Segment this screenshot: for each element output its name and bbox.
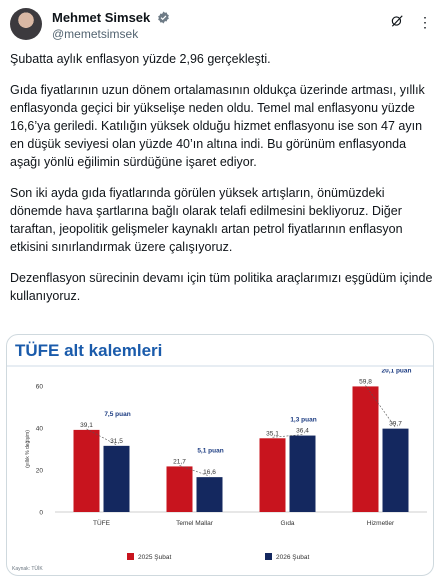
y-tick-label: 0 bbox=[39, 510, 43, 517]
tweet-paragraph: Son iki ayda gıda fiyatlarında görülen y… bbox=[10, 186, 403, 254]
change-annotation: 1,3 puan bbox=[290, 417, 316, 424]
x-tick-label: Gıda bbox=[280, 520, 294, 527]
y-tick-label: 40 bbox=[36, 426, 44, 433]
data-label: 31,5 bbox=[110, 438, 123, 445]
change-arrow bbox=[179, 465, 210, 477]
title-divider bbox=[7, 365, 433, 367]
change-arrow bbox=[365, 385, 396, 428]
more-options-icon[interactable]: ⋮ bbox=[418, 14, 432, 30]
source-note: Kaynak: TÜİK bbox=[12, 566, 43, 572]
change-arrow bbox=[272, 434, 303, 438]
verified-badge-icon bbox=[158, 11, 169, 24]
grok-icon[interactable] bbox=[390, 14, 404, 30]
change-annotation: 5,1 puan bbox=[197, 447, 223, 454]
bar-2025 bbox=[352, 386, 379, 512]
y-axis-label: (yıllık % değişim) bbox=[25, 430, 31, 468]
tweet-paragraph: Şubatta aylık enflasyon yüzde 2,96 gerçe… bbox=[10, 52, 271, 66]
bar-2026 bbox=[196, 477, 223, 512]
bar-2025 bbox=[73, 429, 100, 512]
tweet-paragraph: Gıda fiyatlarının uzun dönem ortalamasın… bbox=[10, 83, 425, 169]
change-arrow bbox=[86, 428, 117, 446]
bar-2026 bbox=[382, 428, 409, 512]
legend-label: 2025 Şubat bbox=[138, 554, 171, 561]
x-tick-label: Temel Mallar bbox=[176, 520, 214, 527]
bar-chart: 0 20 40 60 (yıllık % değişim) 39,1 31,5 TÜFE 7,5… bbox=[25, 369, 427, 561]
avatar[interactable] bbox=[10, 8, 42, 40]
author-name-text[interactable]: Mehmet Simsek bbox=[52, 10, 151, 25]
bar-2025 bbox=[166, 466, 193, 512]
tweet-image-card[interactable]: TÜFE alt kalemleri 0 20 40 60 (yıllık % deği… bbox=[6, 334, 434, 576]
bar-2026 bbox=[289, 435, 316, 512]
x-tick-label: TÜFE bbox=[93, 519, 111, 527]
data-label: 16,6 bbox=[203, 469, 216, 476]
legend-swatch bbox=[265, 553, 272, 560]
bar-2025 bbox=[259, 438, 286, 512]
tweet-paragraph: Dezenflasyon sürecinin devamı için tüm p… bbox=[10, 271, 433, 303]
data-label: 36,4 bbox=[296, 428, 309, 435]
data-label: 39,1 bbox=[80, 422, 93, 429]
data-label: 35,1 bbox=[266, 430, 279, 437]
change-annotation: 20,1 puan bbox=[382, 369, 412, 374]
tweet-text: Şubatta aylık enflasyon yüzde 2,96 gerçe… bbox=[10, 50, 435, 318]
legend-label: 2026 Şubat bbox=[276, 554, 309, 561]
legend-swatch bbox=[127, 553, 134, 560]
change-annotation: 7,5 puan bbox=[104, 411, 130, 418]
author-handle[interactable]: @memetsimsek bbox=[52, 27, 139, 41]
data-label: 21,7 bbox=[173, 458, 186, 465]
y-tick-label: 20 bbox=[36, 468, 44, 475]
data-label: 39,7 bbox=[389, 421, 402, 428]
x-tick-label: Hizmetler bbox=[367, 520, 395, 527]
bar-2026 bbox=[103, 445, 130, 512]
y-tick-label: 60 bbox=[36, 384, 44, 391]
data-label: 59,8 bbox=[359, 378, 372, 385]
author-name[interactable]: Mehmet Simsek bbox=[52, 10, 170, 25]
header-actions: ⋮ bbox=[390, 14, 432, 30]
tweet-header: Mehmet Simsek @memetsimsek ⋮ bbox=[10, 8, 434, 44]
chart-title: TÜFE alt kalemleri bbox=[15, 341, 163, 360]
